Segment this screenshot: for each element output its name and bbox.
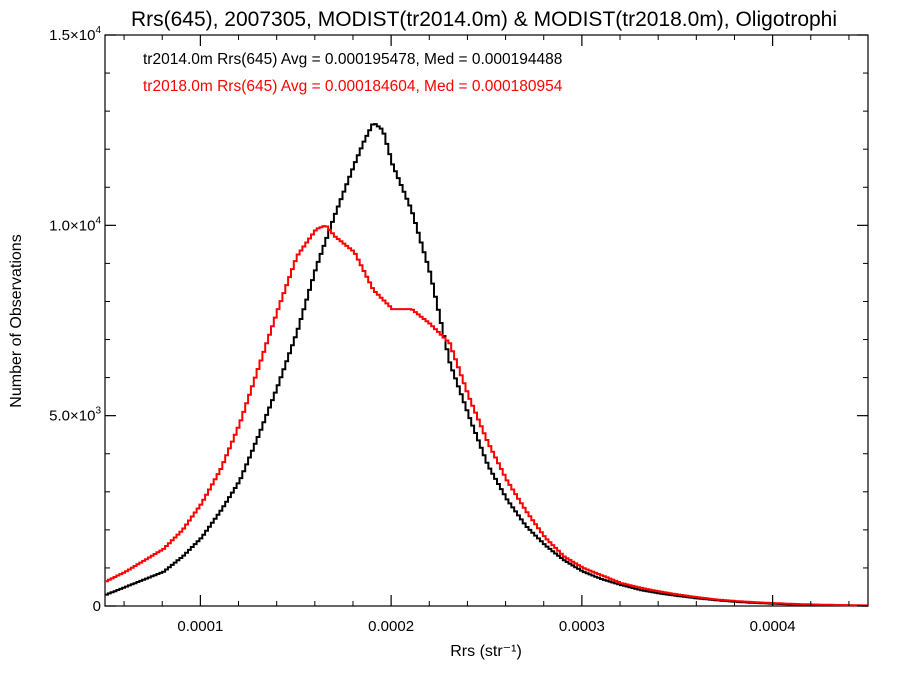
- y-tick-label: 5.0×103: [49, 406, 101, 425]
- y-tick-label: 0: [93, 598, 101, 615]
- legend-entry-tr2014: tr2014.0m Rrs(645) Avg = 0.000195478, Me…: [143, 51, 562, 68]
- x-axis-label: Rrs (str⁻¹): [450, 643, 522, 660]
- legend-entry-tr2018: tr2018.0m Rrs(645) Avg = 0.000184604, Me…: [143, 78, 563, 95]
- tick-layer: 0.0001 0.0002 0.0003 0.0004 0 5.0×103 1.0×104 1…: [49, 25, 868, 635]
- x-tick-label: 0.0002: [368, 618, 414, 635]
- y-axis-label: Number of Observations: [8, 234, 25, 407]
- y-tick-label: 1.0×104: [49, 215, 101, 234]
- y-tick-label: 1.5×104: [49, 25, 101, 44]
- x-tick-label: 0.0004: [750, 618, 796, 635]
- series-layer: [105, 123, 868, 607]
- series-line-tr2018.0m: [105, 225, 868, 607]
- x-tick-label: 0.0003: [559, 618, 605, 635]
- plot-frame: [104, 34, 869, 607]
- series-line-tr2014.0m: [105, 123, 868, 607]
- x-tick-label: 0.0001: [177, 618, 223, 635]
- chart-title: Rrs(645), 2007305, MODIST(tr2014.0m) & M…: [131, 8, 837, 31]
